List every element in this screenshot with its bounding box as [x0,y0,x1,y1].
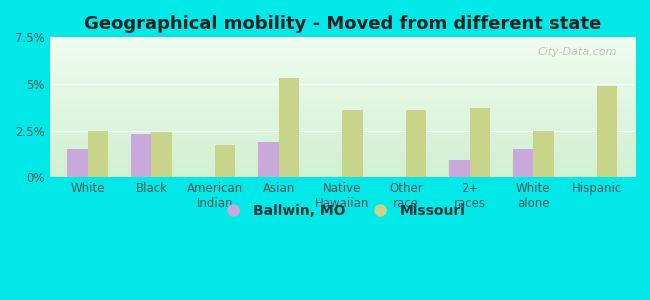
Bar [597,86,618,177]
Bar [406,110,426,177]
Bar [513,149,533,177]
Bar [131,134,151,177]
Bar [68,149,88,177]
Bar [215,146,235,177]
Bar [279,78,299,177]
Title: Geographical mobility - Moved from different state: Geographical mobility - Moved from diffe… [84,15,601,33]
Bar [88,130,108,177]
Bar [343,110,363,177]
Bar [469,108,490,177]
Bar [258,142,279,177]
Legend: Ballwin, MO, Missouri: Ballwin, MO, Missouri [214,198,471,224]
Bar [533,130,554,177]
Bar [151,132,172,177]
Bar [449,160,469,177]
Text: City-Data.com: City-Data.com [538,47,617,57]
